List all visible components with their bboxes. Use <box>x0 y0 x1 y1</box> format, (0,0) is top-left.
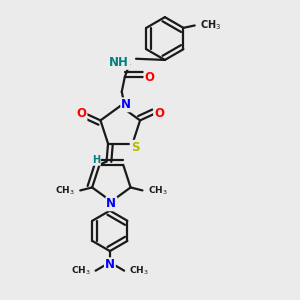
Text: CH$_3$: CH$_3$ <box>200 19 221 32</box>
Text: H: H <box>92 155 100 165</box>
Text: O: O <box>144 71 154 84</box>
Text: CH$_3$: CH$_3$ <box>148 184 167 197</box>
Text: CH$_3$: CH$_3$ <box>71 264 91 277</box>
Text: O: O <box>154 107 164 120</box>
Text: N: N <box>121 98 131 111</box>
Text: N: N <box>105 258 115 271</box>
Text: NH: NH <box>109 56 129 69</box>
Text: O: O <box>76 107 86 120</box>
Text: N: N <box>106 197 116 210</box>
Text: S: S <box>130 141 139 154</box>
Text: CH$_3$: CH$_3$ <box>55 184 75 197</box>
Text: CH$_3$: CH$_3$ <box>129 264 148 277</box>
